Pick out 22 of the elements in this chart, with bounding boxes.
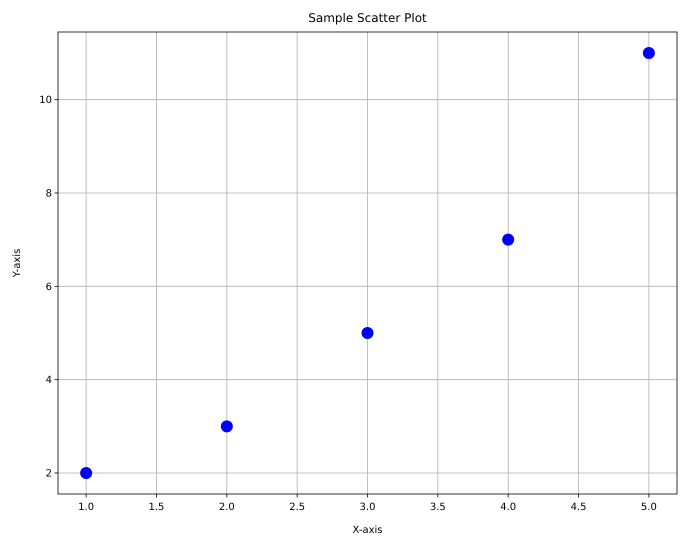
chart-title: Sample Scatter Plot [308,11,428,25]
y-tick-label: 6 [46,282,52,293]
x-tick-label: 2.0 [218,502,235,513]
point [502,234,514,246]
y-tick-label: 10 [39,95,52,106]
x-tick-label: 2.5 [289,502,306,513]
x-tick-label: 1.5 [148,502,164,513]
point [642,47,655,59]
x-tick-label: 1.0 [78,502,94,513]
y-axis-title: Y-axis [12,248,23,278]
x-tick-label: 3.5 [430,502,446,513]
y-tick-label: 4 [46,375,52,386]
point [362,327,374,339]
y-tick-label: 2 [46,468,52,480]
y-tick-label: 8 [46,188,52,200]
x-axis-title: X-axis [352,525,382,536]
x-tick-label: 4.0 [500,502,516,513]
x-tick-label: 3.0 [360,502,376,513]
x-tick-label: 5.0 [640,502,657,513]
point [80,467,92,479]
point [220,420,233,432]
x-tick-label: 4.5 [570,502,586,513]
